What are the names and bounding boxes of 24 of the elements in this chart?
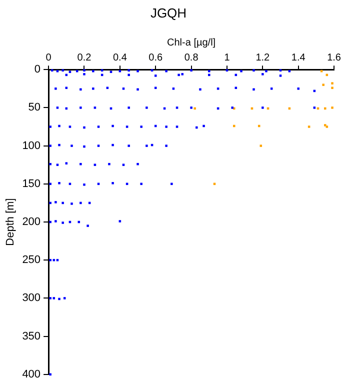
x-tick-label: 1 bbox=[224, 52, 230, 64]
y-tick-label: 0 bbox=[34, 64, 41, 76]
y-tick-label: 100 bbox=[22, 140, 41, 152]
y-tick-label: 400 bbox=[22, 368, 41, 380]
y-tick-label: 200 bbox=[22, 216, 41, 228]
chart-title: JGQH bbox=[150, 5, 187, 20]
x-tick-label: 0 bbox=[46, 52, 52, 64]
y-tick-label: 150 bbox=[22, 178, 41, 190]
x-tick-label: 0.2 bbox=[77, 52, 92, 64]
x-axis-title: Chl-a [µg/l] bbox=[167, 37, 216, 48]
y-tick-label: 350 bbox=[22, 330, 41, 342]
y-tick-label: 300 bbox=[22, 292, 41, 304]
x-tick-label: 0.6 bbox=[148, 52, 163, 64]
y-tick-label: 250 bbox=[22, 254, 41, 266]
point bbox=[232, 124, 236, 128]
y-axis-title: Depth [m] bbox=[4, 198, 17, 246]
x-tick-label: 0.4 bbox=[112, 52, 128, 64]
x-tick-label: 1.4 bbox=[291, 52, 306, 64]
x-tick-label: 1.6 bbox=[327, 52, 342, 64]
y-tick-label: 50 bbox=[28, 102, 41, 114]
point bbox=[324, 107, 326, 110]
x-tick-label: 1.2 bbox=[256, 52, 270, 64]
x-tick-label: 0.8 bbox=[184, 52, 199, 64]
point bbox=[320, 70, 323, 72]
